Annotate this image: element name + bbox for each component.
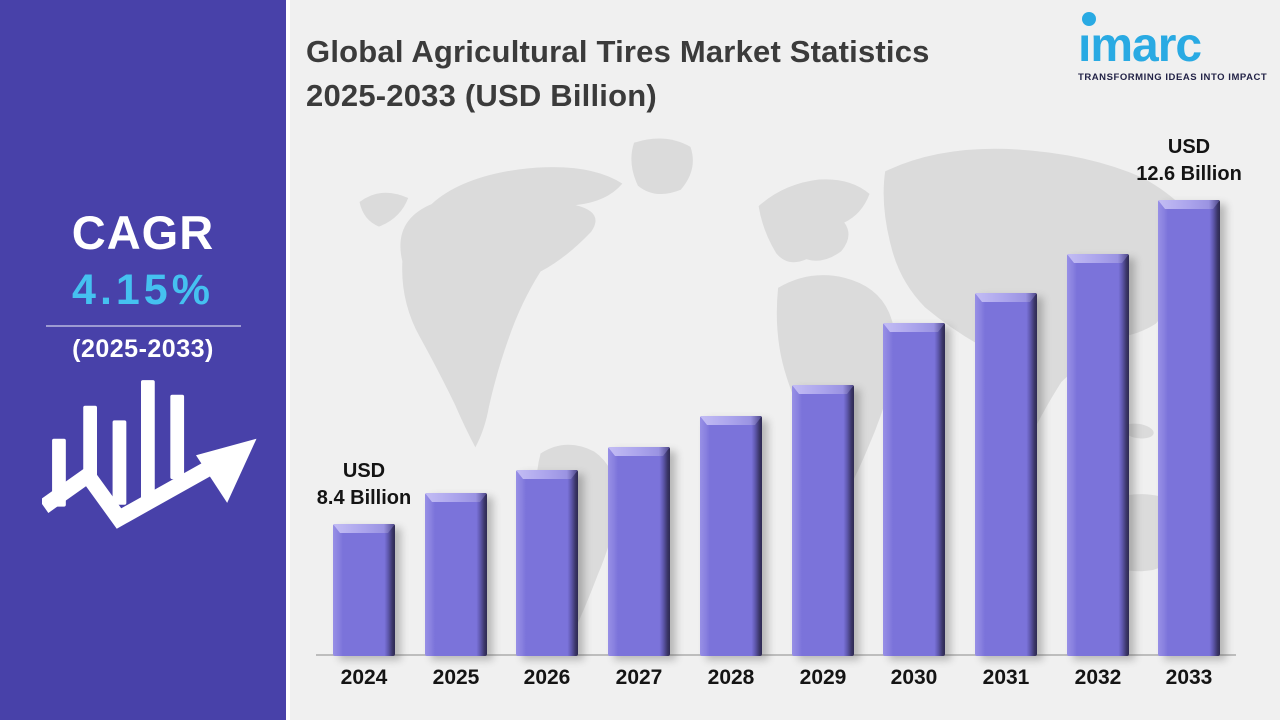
- chart-title-line1: Global Agricultural Tires Market Statist…: [306, 34, 930, 69]
- bar-slot-2027: 2027: [608, 447, 670, 689]
- world-map-background: [359, 138, 1206, 637]
- cagr-divider: [45, 325, 241, 327]
- bar-slot-2028: 2028: [700, 416, 762, 689]
- x-axis-label-2025: 2025: [432, 666, 480, 689]
- x-axis-label-2032: 2032: [1074, 666, 1122, 689]
- imarc-logo: ımarc TRANSFORMING IDEAS INTO IMPACT: [1078, 8, 1268, 83]
- bar-slot-2031: 2031: [975, 293, 1037, 689]
- bar-2030: [883, 323, 945, 656]
- bar-slot-2025: 2025: [425, 493, 487, 689]
- cagr-value: 4.15%: [72, 266, 214, 314]
- bar-2029: [792, 385, 854, 656]
- imarc-wordmark: ımarc: [1078, 19, 1202, 72]
- cagr-period: (2025-2033): [72, 335, 214, 363]
- bar-2025: [425, 493, 487, 656]
- x-axis-label-2033: 2033: [1165, 666, 1213, 689]
- chart-region: Global Agricultural Tires Market Statist…: [290, 0, 1280, 720]
- bar-slot-2032: 2032: [1067, 254, 1129, 689]
- x-axis-label-2031: 2031: [982, 666, 1030, 689]
- bar-2031: [975, 293, 1037, 656]
- cagr-label: CAGR: [71, 206, 215, 259]
- bar-slot-2029: 2029: [792, 385, 854, 689]
- x-axis-label-2027: 2027: [615, 666, 663, 689]
- chart-title: Global Agricultural Tires Market Statist…: [306, 30, 930, 118]
- bar-2032: [1067, 254, 1129, 656]
- x-axis-label-2024: 2024: [340, 666, 388, 689]
- x-axis-line: [316, 654, 1236, 656]
- bar-2028: [700, 416, 762, 656]
- value-annotation-2033: USD 12.6 Billion: [1136, 136, 1242, 185]
- bar-slot-2030: 2030: [883, 323, 945, 689]
- bar-2024: [333, 524, 395, 656]
- bar-slot-2033: 2033 USD 12.6 Billion: [1136, 136, 1242, 689]
- bar-2026: [516, 470, 578, 656]
- bar-2027: [608, 447, 670, 656]
- bar-2033: [1158, 200, 1220, 656]
- imarc-tagline: TRANSFORMING IDEAS INTO IMPACT: [1078, 72, 1268, 83]
- x-axis-label-2029: 2029: [799, 666, 847, 689]
- growth-bars-arrow-icon: [42, 380, 257, 529]
- x-axis-label-2030: 2030: [890, 666, 938, 689]
- bar-plot: 2024 USD 8.4 Billion 2025 2026 2027 2028 2029 20…: [290, 0, 1280, 720]
- x-axis-label-2026: 2026: [523, 666, 571, 689]
- bar-slot-2026: 2026: [516, 470, 578, 689]
- cagr-sidebar: CAGR 4.15% (2025-2033): [0, 0, 286, 720]
- chart-title-line2: 2025-2033 (USD Billion): [306, 78, 657, 113]
- imarc-logo-dot: [1082, 12, 1096, 26]
- value-annotation-2024: USD 8.4 Billion: [316, 460, 412, 509]
- x-axis-label-2028: 2028: [707, 666, 755, 689]
- bar-slot-2024: 2024 USD 8.4 Billion: [317, 460, 411, 689]
